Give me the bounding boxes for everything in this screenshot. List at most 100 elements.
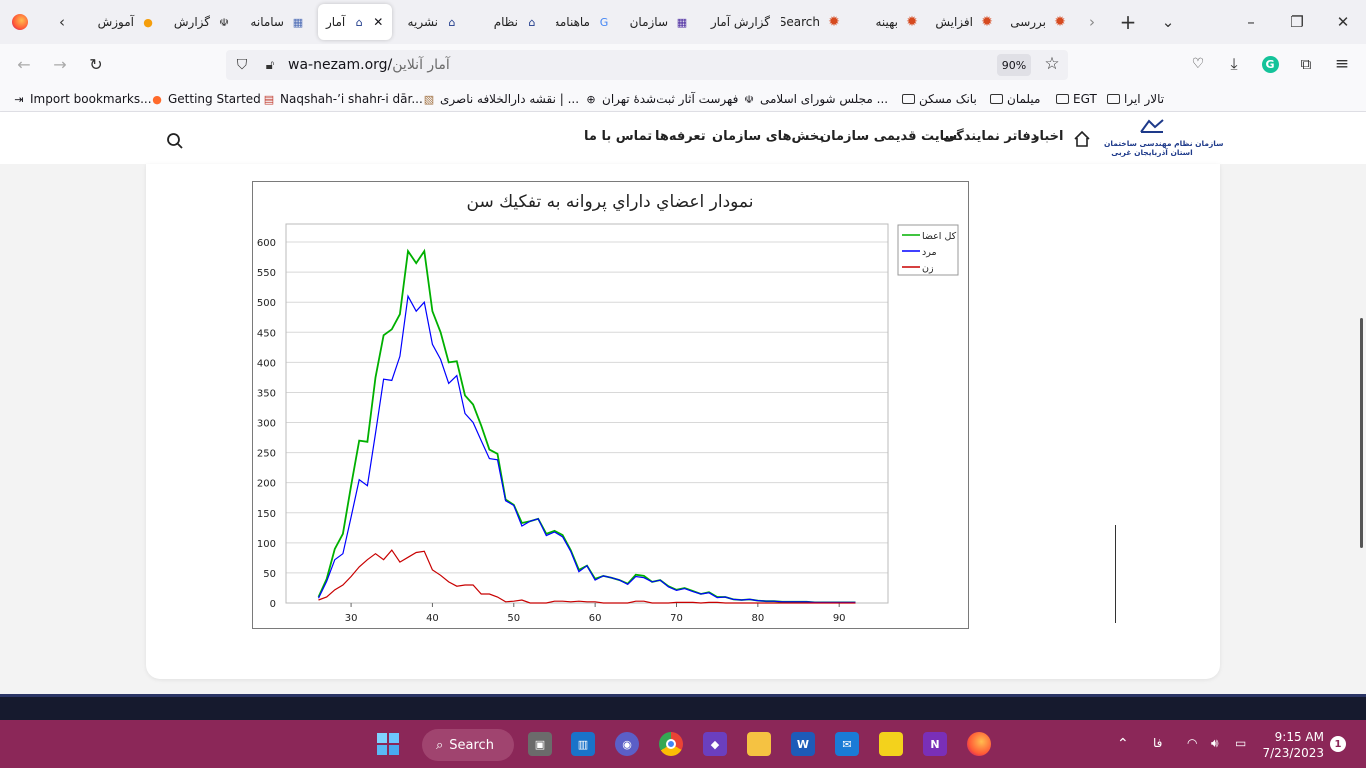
- bookmark-item[interactable]: ▧ نقشه دارالخلافه ناصری | ...: [422, 90, 579, 108]
- menu-old-site[interactable]: سایت قدیمی سازمان: [820, 129, 958, 144]
- chrome-icon[interactable]: [659, 732, 683, 756]
- tab-item[interactable]: ☫ گزارش: [172, 8, 232, 36]
- tab-item[interactable]: ✹ بررسی: [1008, 8, 1068, 36]
- teams-chat-icon[interactable]: ◉: [615, 732, 639, 756]
- menu-contact[interactable]: تماس با ما: [584, 129, 653, 144]
- menu-departments[interactable]: بخش‌های سازمان: [712, 129, 825, 144]
- tab-item[interactable]: ✕ ⌂ آمار: [318, 4, 392, 40]
- close-window-icon[interactable]: ✕: [1336, 13, 1350, 31]
- url-bar[interactable]: [226, 50, 1068, 80]
- folder-icon: [990, 94, 1003, 104]
- forward-icon[interactable]: →: [53, 54, 67, 74]
- tab-item[interactable]: گزارش آمار: [706, 8, 770, 36]
- windows-start-icon[interactable]: [376, 732, 400, 756]
- tab-scroll-right-icon[interactable]: ›: [1089, 13, 1095, 31]
- bookmark-item[interactable]: بانک مسکن: [902, 90, 977, 108]
- reload-icon[interactable]: ↻: [89, 54, 103, 74]
- new-tab-icon[interactable]: +: [1119, 10, 1137, 34]
- onenote-icon[interactable]: N: [923, 732, 947, 756]
- grammarly-icon[interactable]: G: [1256, 50, 1284, 78]
- word-icon[interactable]: W: [791, 732, 815, 756]
- notification-badge[interactable]: 1: [1330, 736, 1346, 752]
- bookmark-item[interactable]: میلمان: [990, 90, 1040, 108]
- task-view-icon[interactable]: ▣: [528, 732, 552, 756]
- bookmark-label: Import bookmarks...: [30, 92, 152, 106]
- tab-label: افزایش: [935, 15, 973, 29]
- tab-item[interactable]: ● آموزش: [97, 8, 156, 36]
- bookmark-item[interactable]: EGT: [1056, 90, 1097, 108]
- x-tick-label: 80: [751, 613, 764, 624]
- downloads-icon[interactable]: ⤓: [1230, 54, 1238, 73]
- tab-item[interactable]: ✹ Search: [781, 8, 842, 36]
- tray-chevron-icon[interactable]: ⌃: [1117, 736, 1129, 752]
- bookmark-item[interactable]: ☫ مجلس شورای اسلامی ...: [742, 90, 888, 108]
- home-icon[interactable]: [1068, 125, 1096, 153]
- bookmark-item[interactable]: تالار ایرا: [1107, 90, 1164, 108]
- battery-icon[interactable]: ▭: [1235, 736, 1247, 750]
- sticky-notes-icon[interactable]: [879, 732, 903, 756]
- bookmark-item[interactable]: ⊕ فهرست آثار ثبت‌شدهٔ تهران: [584, 90, 738, 108]
- url-text[interactable]: wa-nezam.org/آمار آنلاین: [288, 57, 450, 73]
- tab-item[interactable]: ⌂ نظام: [477, 8, 540, 36]
- bookmark-item[interactable]: ▤ Naqshah-ʼi shahr-i dār...: [262, 90, 423, 108]
- tab-item[interactable]: G ماهنامه: [556, 8, 612, 36]
- extensions-icon[interactable]: ⧉: [1300, 55, 1312, 73]
- taskbar: [0, 720, 1366, 768]
- tab-item[interactable]: ✹ افزایش: [933, 8, 995, 36]
- menu-news[interactable]: اخبار: [1032, 129, 1064, 144]
- folder-icon: [1056, 94, 1069, 104]
- folder-icon: [902, 94, 915, 104]
- bookmark-label: نقشه دارالخلافه ناصری | ...: [440, 92, 580, 106]
- menu-tariffs[interactable]: تعرفه‌ها: [655, 129, 706, 144]
- tab-item[interactable]: ✹ بهینه: [858, 8, 920, 36]
- tab-label: آمار: [326, 15, 346, 29]
- map-icon: ▧: [423, 92, 435, 106]
- scrollbar-thumb[interactable]: [1360, 318, 1363, 548]
- x-tick-label: 90: [833, 613, 846, 624]
- language-indicator[interactable]: فا: [1153, 736, 1163, 750]
- site-logo[interactable]: سازمان نظام مهندسی ساختمان استان آذربایج…: [1104, 118, 1224, 160]
- tab-item[interactable]: ▦ سامانه: [249, 8, 306, 36]
- globe-icon: ⊕: [586, 92, 596, 106]
- clock[interactable]: 9:15 AM 7/23/2023: [1262, 729, 1324, 761]
- widgets-icon[interactable]: ▥: [571, 732, 595, 756]
- tab-item[interactable]: ⌂ نشریه: [401, 8, 460, 36]
- list-all-tabs-icon[interactable]: ⌄: [1161, 13, 1175, 31]
- bookmark-label: Getting Started: [168, 92, 261, 106]
- mail-icon[interactable]: ✉: [835, 732, 859, 756]
- firefox-taskbar-icon[interactable]: [967, 732, 991, 756]
- bookmark-item[interactable]: ● Getting Started: [150, 90, 261, 108]
- volume-icon[interactable]: 🔊︎: [1211, 736, 1219, 750]
- x-tick-label: 60: [589, 613, 602, 624]
- series-line-1: [317, 248, 856, 604]
- visual-studio-icon[interactable]: ◆: [703, 732, 727, 756]
- search-icon[interactable]: [161, 127, 189, 155]
- tab-label: Search: [781, 15, 820, 29]
- pocket-icon[interactable]: ♡: [1191, 56, 1205, 72]
- wifi-icon[interactable]: ◠: [1187, 736, 1198, 750]
- tab-scroll-left-icon[interactable]: ‹: [59, 13, 65, 31]
- clock-time: 9:15 AM: [1274, 730, 1324, 744]
- zoom-indicator[interactable]: 90%: [997, 54, 1031, 76]
- tab-item[interactable]: ▦ سازمان: [629, 8, 690, 36]
- url-path: آمار آنلاین: [392, 57, 450, 73]
- y-tick-label: 450: [257, 328, 276, 339]
- y-tick-label: 350: [257, 388, 276, 399]
- bookmark-star-icon[interactable]: ☆: [1044, 54, 1060, 74]
- restore-icon[interactable]: ❐: [1290, 13, 1304, 31]
- chart-title: نمودار اعضاي داراي پروانه به تفكيك سن: [467, 192, 754, 212]
- minimize-icon[interactable]: –: [1247, 13, 1255, 31]
- app-menu-icon[interactable]: ≡: [1334, 54, 1350, 74]
- firefox-menu-icon[interactable]: [6, 8, 34, 36]
- insecure-lock-icon[interactable]: 🔓︎: [265, 57, 275, 73]
- shield-icon[interactable]: ⛉: [236, 57, 248, 73]
- logo-line-2: استان آذربایجان غربی: [1111, 148, 1193, 157]
- taskbar-search[interactable]: ⌕ Search: [422, 729, 514, 761]
- tab-label: آموزش: [97, 15, 134, 29]
- file-explorer-icon[interactable]: [747, 732, 771, 756]
- orange-logo-icon: ●: [143, 15, 153, 29]
- bookmark-item[interactable]: ⇥ Import bookmarks...: [12, 90, 152, 108]
- back-icon[interactable]: ←: [17, 54, 31, 74]
- close-tab-icon[interactable]: ✕: [373, 15, 384, 29]
- menu-offices[interactable]: دفاتر نمایندگی: [943, 129, 1038, 144]
